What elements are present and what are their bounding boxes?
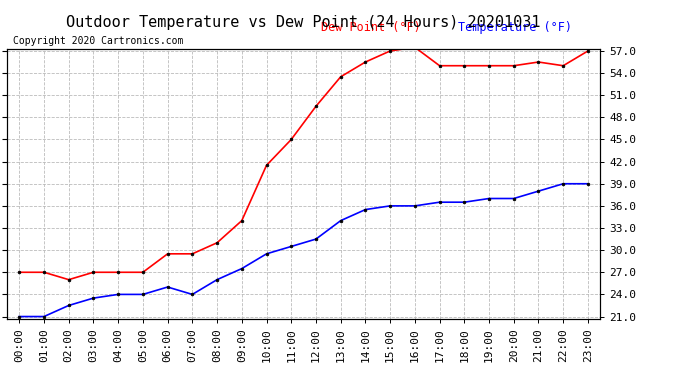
Text: Dew Point (°F): Dew Point (°F) <box>322 21 421 34</box>
Text: Outdoor Temperature vs Dew Point (24 Hours) 20201031: Outdoor Temperature vs Dew Point (24 Hou… <box>66 15 541 30</box>
Text: Copyright 2020 Cartronics.com: Copyright 2020 Cartronics.com <box>13 36 184 46</box>
Text: Temperature (°F): Temperature (°F) <box>458 21 572 34</box>
